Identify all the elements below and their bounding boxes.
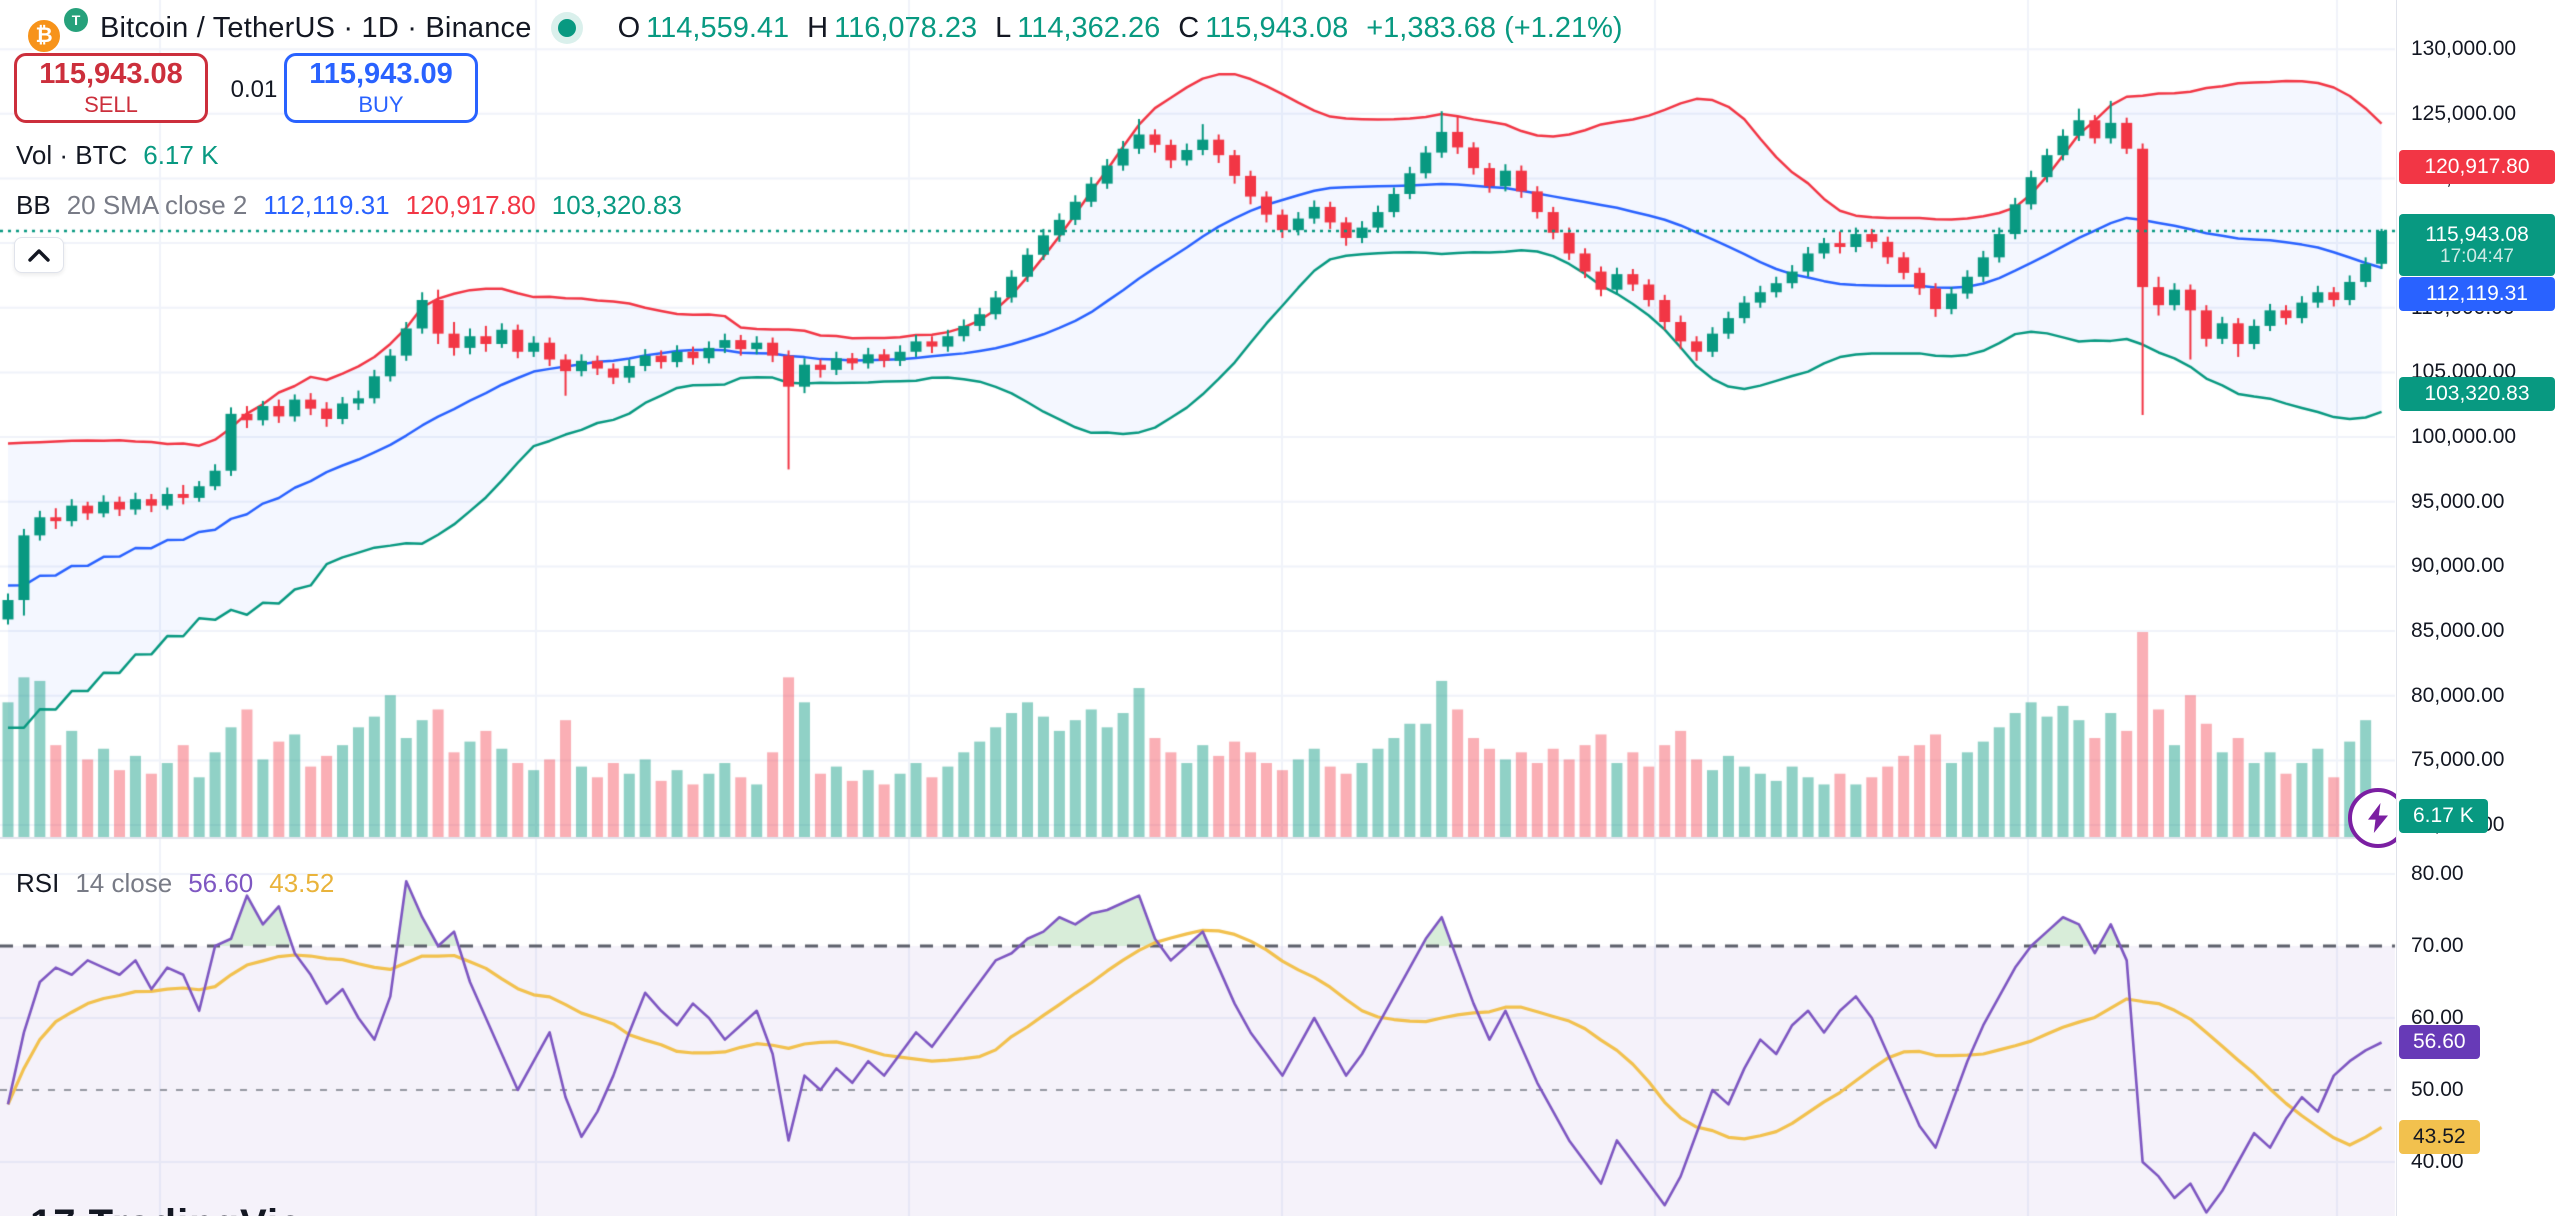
open-label: O bbox=[617, 11, 641, 44]
ohlc-readout: O 114,559.41 H 116,078.23 L 114,362.26 C… bbox=[606, 12, 1623, 45]
bb-upper-value: 120,917.80 bbox=[405, 190, 536, 220]
volume-legend-label: Vol · BTC bbox=[16, 140, 128, 170]
volume-legend-value: 6.17 K bbox=[143, 140, 219, 170]
price-tick: 95,000.00 bbox=[2411, 489, 2505, 513]
rsi-tick: 70.00 bbox=[2411, 934, 2464, 957]
volume-legend[interactable]: Vol · BTC 6.17 K bbox=[16, 140, 218, 171]
bb-lower-tag: 103,320.83 bbox=[2399, 377, 2555, 411]
buy-price: 115,943.09 bbox=[309, 57, 453, 90]
rsi-ma-value: 43.52 bbox=[269, 868, 335, 898]
low-label: L bbox=[995, 11, 1012, 44]
open-value: 114,559.41 bbox=[646, 11, 790, 44]
close-label: C bbox=[1178, 11, 1200, 44]
rsi-value-tag: 56.60 bbox=[2399, 1025, 2480, 1059]
price-tick: 130,000.00 bbox=[2411, 37, 2517, 61]
price-tick: 125,000.00 bbox=[2411, 101, 2517, 125]
price-tick: 85,000.00 bbox=[2411, 619, 2505, 643]
market-status-dot-icon[interactable] bbox=[557, 19, 576, 37]
chevron-up-icon bbox=[28, 249, 50, 262]
high-label: H bbox=[807, 11, 829, 44]
high-value: 116,078.23 bbox=[834, 11, 978, 44]
rsi-tick: 50.00 bbox=[2411, 1078, 2464, 1101]
rsi-legend[interactable]: RSI 14 close 56.60 43.52 bbox=[16, 868, 334, 899]
sell-label: SELL bbox=[84, 91, 138, 117]
rsi-ma-tag: 43.52 bbox=[2399, 1120, 2480, 1154]
price-tick: 80,000.00 bbox=[2411, 683, 2505, 707]
pair-logo: T ₿ bbox=[14, 6, 88, 54]
rsi-value: 56.60 bbox=[188, 868, 254, 898]
collapse-legend-button[interactable] bbox=[14, 237, 64, 273]
rsi-tick: 80.00 bbox=[2411, 862, 2464, 885]
bb-upper-tag: 120,917.80 bbox=[2399, 150, 2555, 184]
rsi-params: 14 close bbox=[75, 868, 173, 898]
price-tick: 75,000.00 bbox=[2411, 748, 2505, 772]
low-value: 114,362.26 bbox=[1017, 11, 1161, 44]
bb-lower-value: 103,320.83 bbox=[551, 190, 682, 220]
volume-tag: 6.17 K bbox=[2399, 799, 2488, 833]
bb-name: BB bbox=[16, 190, 51, 220]
bb-basis-value: 112,119.31 bbox=[263, 190, 390, 220]
sell-price: 115,943.08 bbox=[39, 57, 183, 90]
rsi-tick: 60.00 bbox=[2411, 1006, 2464, 1029]
price-scale[interactable]: 130,000.00125,000.00120,000.00115,000.00… bbox=[2396, 0, 2560, 1216]
sell-button[interactable]: 115,943.08 SELL bbox=[14, 53, 208, 123]
bitcoin-icon: ₿ bbox=[26, 18, 62, 54]
price-tick: 90,000.00 bbox=[2411, 554, 2505, 578]
spread-value: 0.01 bbox=[230, 76, 278, 103]
bollinger-legend[interactable]: BB 20 SMA close 2 112,119.31 120,917.80 … bbox=[16, 190, 682, 221]
bb-basis-tag: 112,119.31 bbox=[2399, 277, 2555, 311]
close-value: 115,943.08 bbox=[1205, 11, 1349, 44]
rsi-tick: 40.00 bbox=[2411, 1150, 2464, 1173]
buy-button[interactable]: 115,943.09 BUY bbox=[284, 53, 478, 123]
rsi-name: RSI bbox=[16, 868, 60, 898]
last-price-tag: 115,943.08 17:04:47 bbox=[2399, 214, 2555, 276]
bb-params: 20 SMA close 2 bbox=[66, 190, 248, 220]
tether-icon: T bbox=[64, 8, 88, 32]
symbol-title[interactable]: Bitcoin / TetherUS · 1D · Binance bbox=[100, 11, 532, 44]
tradingview-logo: 17 TradingView bbox=[30, 1203, 335, 1216]
price-tick: 100,000.00 bbox=[2411, 425, 2517, 449]
buy-label: BUY bbox=[358, 91, 404, 117]
change-value: +1,383.68 (+1.21%) bbox=[1366, 11, 1623, 44]
